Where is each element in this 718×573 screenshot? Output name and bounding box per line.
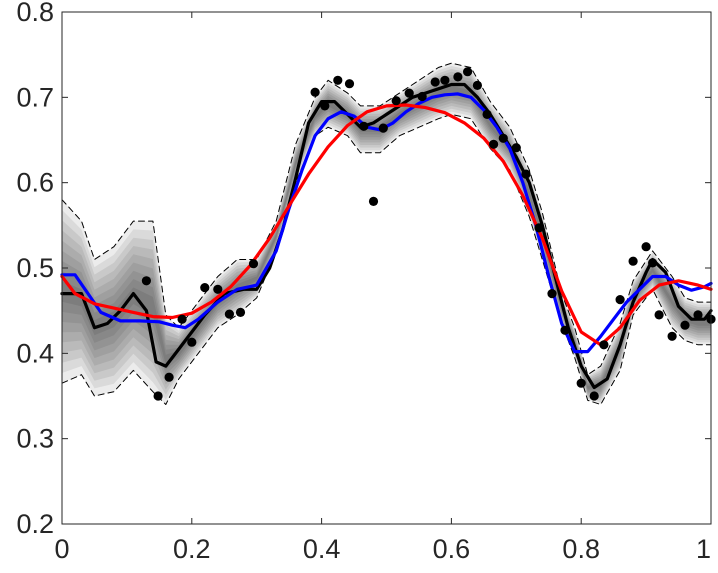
data-point: [560, 325, 570, 335]
x-tick-label: 1: [696, 534, 711, 564]
data-point: [547, 289, 557, 299]
data-point: [391, 96, 401, 106]
data-point: [693, 310, 703, 320]
data-point: [628, 256, 638, 266]
observation-points: [141, 67, 716, 401]
data-point: [153, 391, 163, 401]
series-line-0: [60, 82, 713, 390]
data-point: [404, 88, 414, 98]
data-point: [498, 133, 508, 143]
data-point: [344, 79, 355, 89]
data-point: [534, 223, 544, 233]
x-tick-label: 0.4: [303, 534, 341, 564]
data-point: [680, 320, 690, 330]
series-line-2: [61, 62, 712, 376]
data-point: [667, 331, 677, 341]
y-tick-label: 0.4: [16, 338, 54, 368]
series-line-3: [60, 92, 713, 354]
data-point: [453, 72, 463, 82]
data-point: [187, 337, 197, 347]
x-tick-label: 0: [54, 534, 69, 564]
data-point: [213, 284, 223, 294]
data-point: [521, 169, 531, 179]
y-tick-label: 0.5: [16, 253, 54, 283]
band-layer-1: [62, 66, 711, 403]
data-point: [589, 391, 599, 401]
data-point: [177, 314, 187, 324]
x-tick-label: 0.6: [433, 534, 471, 564]
data-point: [440, 75, 450, 85]
confidence-band-samples: [62, 63, 711, 405]
y-tick-label: 0.7: [16, 82, 54, 112]
series-line-1: [61, 113, 712, 405]
band-layer-3: [62, 71, 711, 399]
data-point: [248, 259, 259, 269]
x-tick-label: 0.8: [562, 534, 600, 564]
data-point: [417, 91, 427, 102]
data-point: [511, 143, 521, 153]
data-point: [615, 295, 625, 305]
y-tick-label: 0.6: [16, 168, 54, 198]
data-point: [482, 109, 492, 119]
y-tick-label: 0.8: [16, 0, 54, 27]
x-axis: 0 0.2 0.4 0.6 0.8 1: [54, 12, 712, 564]
data-point: [489, 139, 499, 149]
x-tick-label: 0.2: [173, 534, 211, 564]
y-tick-label: 0.3: [16, 424, 54, 454]
data-point: [333, 75, 343, 85]
data-point: [641, 242, 651, 252]
data-point: [654, 310, 664, 320]
data-point: [320, 101, 330, 111]
data-point: [200, 283, 210, 293]
data-point: [430, 77, 440, 87]
data-point: [359, 121, 369, 131]
y-axis: 0.2 0.3 0.4 0.5 0.6 0.7 0.8: [16, 0, 711, 539]
band-layer-2: [62, 68, 711, 401]
data-point: [310, 87, 320, 97]
band-layer-0: [62, 63, 711, 405]
series-lines: [60, 62, 713, 405]
data-point: [463, 67, 473, 77]
data-point: [235, 307, 246, 317]
data-point: [164, 372, 174, 382]
data-point: [599, 340, 609, 350]
data-point: [576, 378, 586, 388]
series-line-4: [60, 103, 713, 347]
data-point: [648, 258, 658, 268]
y-tick-label: 0.2: [16, 509, 54, 539]
data-point: [368, 196, 379, 206]
data-point: [472, 80, 482, 90]
data-point: [224, 309, 234, 319]
data-point: [378, 123, 388, 133]
data-point: [141, 276, 151, 286]
